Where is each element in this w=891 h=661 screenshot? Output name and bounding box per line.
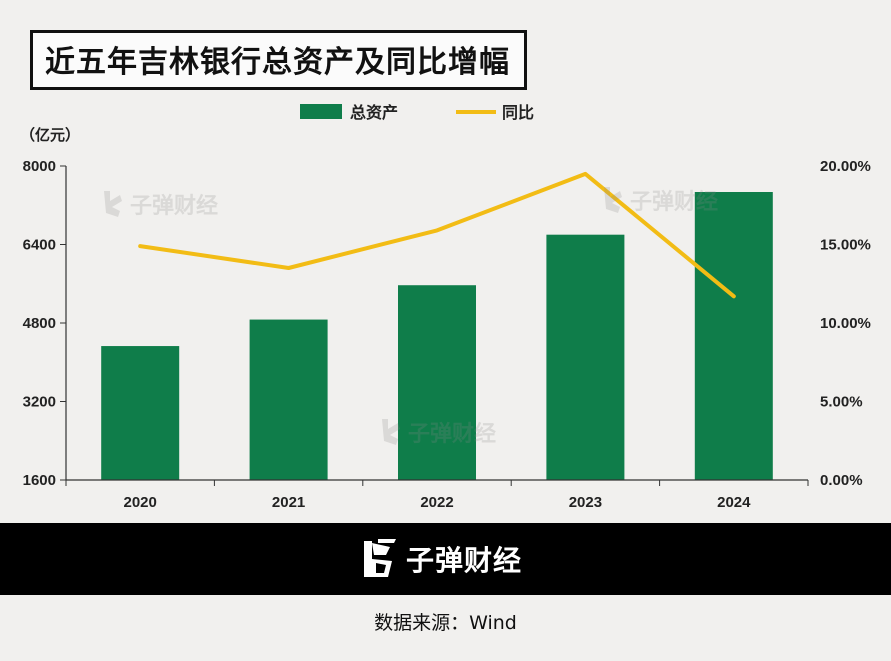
brand: 子弹财经 [360,537,522,581]
y-left-unit-label: （亿元） [20,126,80,144]
brand-logo-icon [364,539,396,577]
x-tick-label: 2022 [420,494,453,511]
x-tick-label: 2021 [272,494,305,511]
bar-2022 [398,285,476,480]
line-同比 [138,171,736,299]
legend-label-line: 同比 [502,104,534,122]
x-tick-label: 2020 [124,494,157,511]
line-point-2021 [287,266,291,270]
y-right-tick-label: 5.00% [820,394,863,411]
y-left-tick-label: 6400 [23,237,56,254]
x-tick-label: 2024 [717,494,751,511]
y-left-tick-label: 3200 [23,394,56,411]
line-point-2020 [138,244,142,248]
legend-label-bar: 总资产 [350,103,398,122]
y-right-tick-label: 0.00% [820,472,863,489]
line-point-2023 [583,172,587,176]
brand-name: 子弹财经 [406,544,523,577]
chart: 2020 2021 2022 2023 2024 8000 6400 4800 3200 1600… [20,103,871,511]
y-left-tick-label: 8000 [23,158,56,175]
chart-title: 近五年吉林银行总资产及同比增幅 [30,30,527,90]
data-source: 数据来源：Wind [374,612,517,634]
bar-2023 [546,234,625,480]
y-left-tick-label: 4800 [23,315,56,332]
line-point-2024 [732,294,736,298]
y-left-tick-label: 1600 [23,472,56,489]
y-right-tick-label: 20.00% [820,158,871,175]
y-right-tick-label: 10.00% [820,315,871,332]
legend-swatch-bar [300,104,342,119]
x-tick-label: 2023 [569,494,602,511]
bar-2024 [694,192,773,481]
y-right-tick-label: 15.00% [820,237,871,254]
bar-2020 [101,346,180,480]
line-point-2022 [435,228,439,232]
bar-2021 [249,319,328,480]
footer-bar: 子弹财经 [0,523,891,595]
